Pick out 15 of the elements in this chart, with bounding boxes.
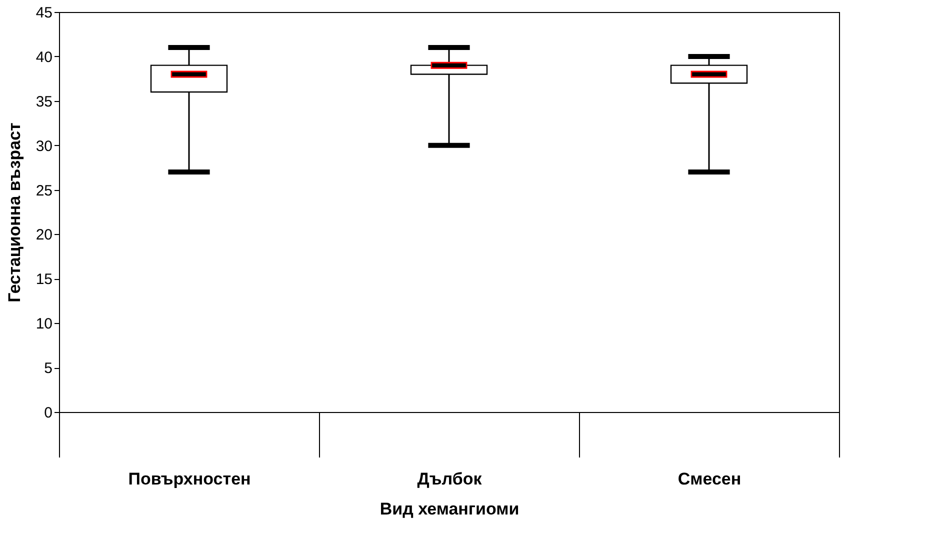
x-tick-label: Дълбок: [417, 470, 482, 488]
y-axis-title: Гестационна възраст: [4, 122, 24, 302]
y-tick-label: 20: [36, 226, 52, 244]
y-tick-label: 5: [44, 360, 52, 378]
y-tick-label: 40: [36, 48, 52, 66]
x-tick-label: Повърхностен: [128, 470, 251, 488]
x-axis-title: Вид хемангиоми: [380, 500, 520, 518]
y-tick-label: 10: [36, 316, 52, 333]
y-tick-label: 25: [36, 182, 52, 200]
y-tick-label: 0: [44, 404, 52, 422]
y-tick-label: 35: [36, 93, 52, 110]
x-tick-label: Смесен: [678, 470, 742, 488]
y-tick-label: 45: [36, 4, 52, 22]
y-tick-label: 15: [36, 271, 52, 288]
y-tick-label: 30: [36, 138, 52, 155]
